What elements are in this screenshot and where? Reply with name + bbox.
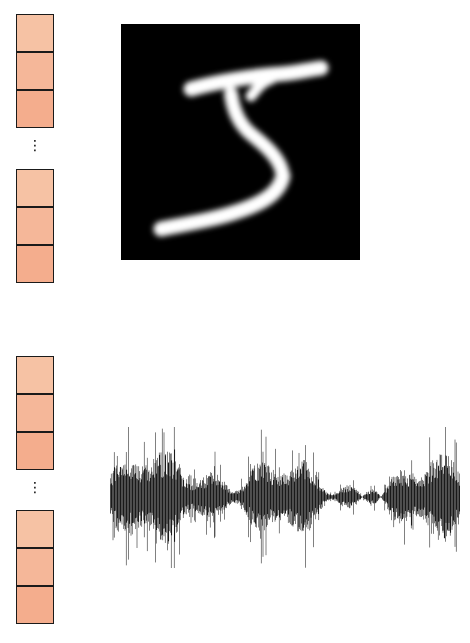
audio-waveform: [110, 427, 460, 568]
vector-cell: [16, 586, 54, 624]
digit-five-drawing: [153, 60, 329, 237]
vertical-ellipsis: ⋮: [28, 480, 42, 496]
vector-cell: [16, 394, 54, 432]
vector-cell: [16, 169, 54, 207]
vector-cell: [16, 548, 54, 586]
vector-cell: [16, 90, 54, 128]
vector-cell: [16, 510, 54, 548]
vector-cell: [16, 245, 54, 283]
vector-cell: [16, 432, 54, 470]
vector-cell: [16, 207, 54, 245]
vector-cell: [16, 14, 54, 52]
vector-cell: [16, 52, 54, 90]
vector-cell: [16, 356, 54, 394]
vertical-ellipsis: ⋮: [28, 138, 42, 154]
digit-image: [121, 24, 360, 260]
